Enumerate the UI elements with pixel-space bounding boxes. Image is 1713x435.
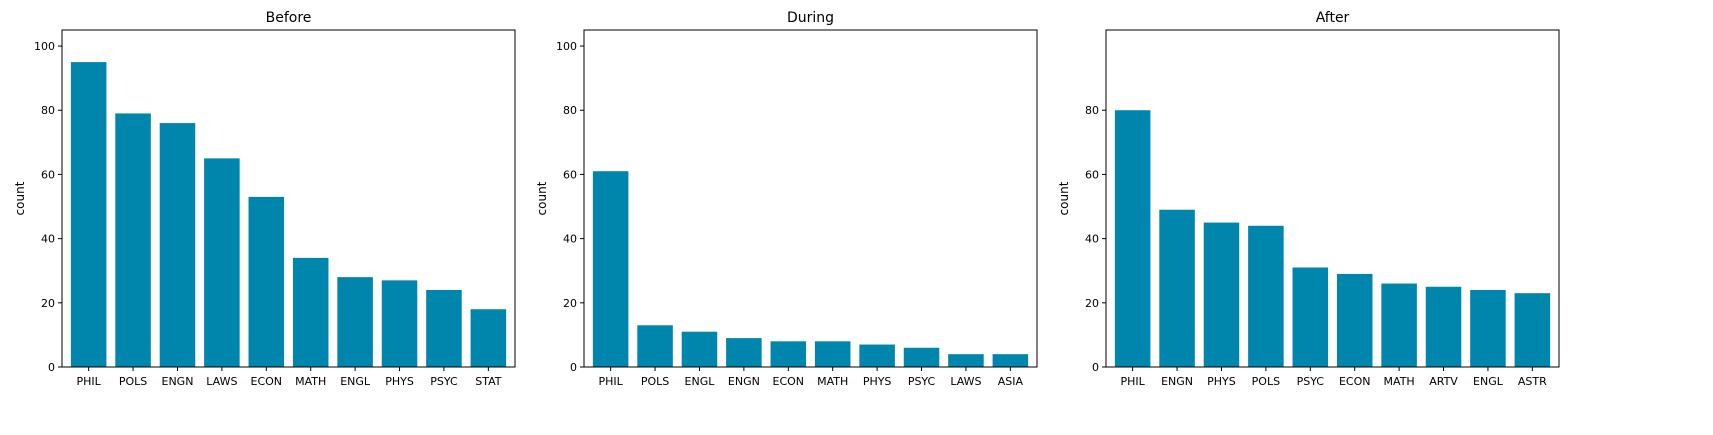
bar-engl [1470,289,1506,367]
x-tick-label: STAT [475,375,502,388]
x-tick-label: LAWS [950,375,981,388]
x-tick-label: LAWS [206,375,237,388]
bar-phil [1114,110,1151,367]
bar-pols [637,325,673,367]
x-tick-label: ENGN [1161,375,1193,388]
bar-psyc [903,347,940,367]
y-tick-label: 20 [563,297,577,310]
bar-econ [248,196,285,367]
bar-phys [859,344,895,367]
y-tick-label: 80 [563,104,577,117]
x-tick-label: PHYS [385,375,414,388]
x-tick-label: MATH [1384,375,1415,388]
bar-pols [1248,225,1284,367]
x-tick-label: POLS [641,375,669,388]
x-tick-label: ASIA [998,375,1024,388]
chart-title: Before [266,10,312,26]
x-tick-label: PHIL [599,375,624,388]
y-tick-label: 60 [41,168,55,181]
bar-econ [1336,273,1373,367]
chart-title: During [787,10,834,26]
y-tick-label: 100 [556,40,577,53]
bar-psyc [426,289,462,367]
x-tick-label: ENGN [728,375,760,388]
x-tick-label: ENGN [162,375,194,388]
plot-frame [1105,29,1560,368]
chart-panel-before: Before count 0 20 40 60 80 100 PHIL POLS ENGN LAW… [13,10,516,388]
x-tick-label: PSYC [1297,375,1325,388]
bar-stat [470,309,507,367]
x-tick-label: PHYS [1207,375,1236,388]
x-tick-label: ARTV [1429,375,1458,388]
bar-phys [381,280,418,367]
x-tick-label: PHIL [1121,375,1146,388]
bar-engl [337,277,373,367]
bar-psyc [1292,267,1329,367]
y-tick-label: 0 [48,361,55,374]
x-tick-label: PSYC [908,375,936,388]
y-axis-label: count [535,181,549,215]
chart-panel-after: After count 0 20 40 60 80 PHIL ENGN PHYS POLS PSY… [1057,10,1560,388]
y-tick-label: 40 [41,233,55,246]
bar-phil [592,171,629,367]
chart-title: After [1316,10,1350,26]
bar-laws [948,354,984,367]
bar-econ [770,341,807,367]
chart-panel-during: During count 0 20 40 60 80 100 PHIL POLS ENGL ENG… [535,10,1038,388]
x-tick-label: ECON [773,375,805,388]
bar-asia [992,354,1029,367]
y-tick-label: 80 [41,104,55,117]
x-tick-label: PHYS [863,375,892,388]
y-tick-label: 20 [41,297,55,310]
bar-engn [1159,209,1195,367]
x-tick-label: ENGL [1473,375,1504,388]
x-tick-label: ENGL [340,375,371,388]
bar-math [1381,283,1417,367]
y-axis-label: count [1057,181,1071,215]
bar-math [292,257,329,367]
y-tick-label: 80 [1085,104,1099,117]
y-tick-label: 40 [1085,233,1099,246]
bar-astr [1514,293,1551,367]
x-tick-label: POLS [1252,375,1280,388]
x-tick-label: PHIL [77,375,102,388]
bar-phil [70,62,107,367]
plot-frame [583,29,1038,368]
y-tick-label: 40 [563,233,577,246]
bar-engl [681,331,718,367]
x-tick-label: MATH [295,375,326,388]
bar-engn [726,338,762,367]
x-tick-label: MATH [817,375,848,388]
x-tick-label: ASTR [1518,375,1547,388]
x-tick-label: ECON [1339,375,1371,388]
y-tick-label: 60 [563,168,577,181]
y-tick-label: 100 [34,40,55,53]
y-tick-label: 60 [1085,168,1099,181]
bar-engn [159,123,196,367]
y-tick-label: 0 [1092,361,1099,374]
x-tick-label: ENGL [685,375,716,388]
bar-phys [1203,222,1240,367]
y-axis-label: count [13,181,27,215]
bar-math [814,341,851,367]
x-tick-label: ECON [251,375,283,388]
x-tick-label: POLS [119,375,147,388]
x-tick-label: PSYC [430,375,458,388]
y-tick-label: 0 [570,361,577,374]
bar-laws [204,158,240,367]
plot-frame [61,29,516,368]
y-tick-label: 20 [1085,297,1099,310]
bar-artv [1425,286,1462,367]
bar-pols [115,113,151,367]
